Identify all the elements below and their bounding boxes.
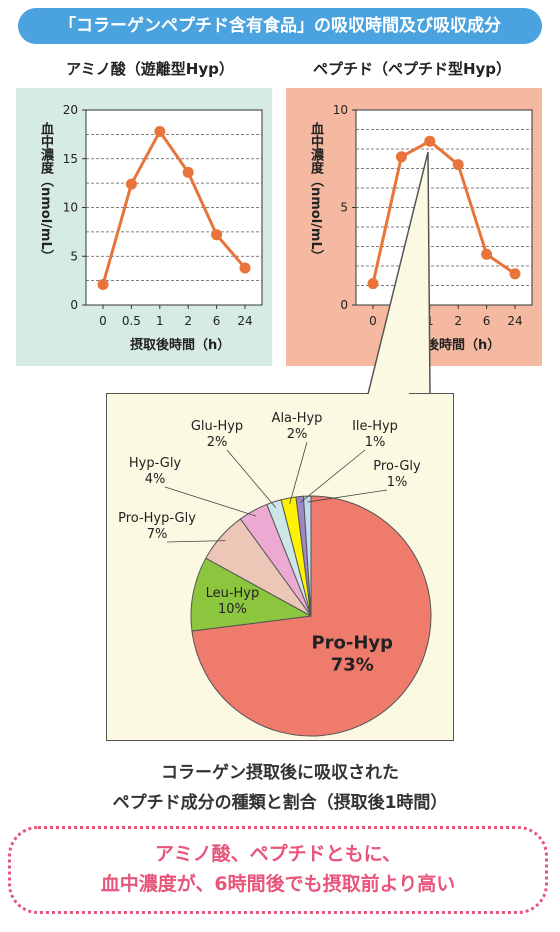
left-y-tick-label: 10 — [63, 201, 78, 215]
pie-leader-pro-gly — [307, 489, 388, 503]
left-y-tick-label: 0 — [70, 298, 78, 312]
right-x-tick-label: 6 — [483, 314, 491, 328]
left-y-tick-label: 20 — [63, 103, 78, 117]
right-x-tick-label: 2 — [454, 314, 462, 328]
left-chart-title: アミノ酸（遊離型Hyp） — [66, 60, 234, 78]
left-y-tick-label: 5 — [70, 249, 78, 263]
pie-value-glu-hyp: 2% — [207, 435, 228, 450]
left-x-tick-label: 6 — [213, 314, 221, 328]
left-data-point — [182, 166, 194, 178]
pie-leader-pro-hyp-gly — [166, 540, 226, 543]
pie-value-ala-hyp: 2% — [287, 427, 308, 442]
pie-leader-glu-hyp — [226, 449, 277, 508]
pie-slice-pro-gly — [302, 495, 312, 617]
left-series-line — [101, 128, 247, 285]
pie-label-pro-hyp-gly: Pro-Hyp-Gly — [118, 511, 196, 526]
pie-leader-ala-hyp — [289, 441, 308, 505]
right-data-point — [367, 278, 379, 290]
pie-value-leu-hyp: 10% — [218, 602, 247, 617]
pie-label-ile-hyp: Ile-Hyp — [352, 419, 398, 434]
note-line-1: アミノ酸、ペプチドともに、 — [154, 843, 402, 865]
right-x-tick-label: 0.5 — [392, 314, 411, 328]
left-data-point — [154, 125, 166, 137]
right-y-tick-label: 5 — [340, 201, 348, 215]
left-x-tick-label: 0.5 — [122, 314, 141, 328]
right-data-point — [452, 159, 464, 171]
left-y-axis-label: 血中濃度（nmol/mL） — [38, 122, 53, 263]
pie-slice-leu-hyp — [190, 557, 313, 632]
header-banner: 「コラーゲンペプチド含有食品」の吸収時間及び吸収成分 — [18, 8, 542, 44]
right-x-tick-label: 24 — [507, 314, 522, 328]
pie-value-ile-hyp: 1% — [365, 435, 386, 450]
right-chart-title: ペプチド（ペプチド型Hyp） — [312, 60, 512, 78]
pie-label-pro-gly: Pro-Gly — [373, 459, 421, 474]
right-y-tick-label: 10 — [333, 103, 348, 117]
left-x-tick-label: 24 — [237, 314, 252, 328]
left-data-point — [97, 279, 109, 291]
pie-leader-ile-hyp — [300, 449, 366, 503]
left-x-tick-label: 0 — [99, 314, 107, 328]
left-y-tick-label: 15 — [63, 152, 78, 166]
note-line-2: 血中濃度が、6時間後でも摂取前より高い — [100, 873, 456, 895]
left-line-chart: 0 5 10 15 20 0 0.5 1 2 6 24 — [63, 103, 263, 328]
left-data-point — [211, 229, 223, 241]
right-x-tick-label: 1 — [426, 314, 434, 328]
pie-value-pro-gly: 1% — [387, 475, 408, 490]
pie-value-hyp-gly: 4% — [145, 472, 166, 487]
note-box: アミノ酸、ペプチドともに、 血中濃度が、6時間後でも摂取前より高い — [8, 826, 548, 914]
right-data-point — [424, 135, 436, 147]
left-data-point — [125, 178, 137, 190]
pie-value-pro-hyp-gly: 7% — [147, 527, 168, 542]
pie-leader-hyp-gly — [164, 486, 257, 517]
right-x-axis-label: 摂取後時間（h） — [400, 338, 501, 353]
left-x-tick-label: 1 — [156, 314, 164, 328]
left-chart-panel: 0 5 10 15 20 0 0.5 1 2 6 24 — [16, 88, 272, 366]
left-data-point — [239, 262, 251, 274]
caption-line-1: コラーゲン摂取後に吸収された — [161, 763, 399, 783]
right-y-axis-label: 血中濃度（nmol/mL） — [308, 122, 323, 263]
pie-label-leu-hyp: Leu-Hyp — [206, 586, 260, 601]
right-y-tick-label: 0 — [340, 298, 348, 312]
right-data-point — [395, 151, 407, 163]
caption-line-2: ペプチド成分の種類と割合（摂取後1時間） — [112, 793, 448, 813]
pie-label-pro-hyp: Pro-Hyp — [311, 632, 393, 653]
left-x-axis-label: 摂取後時間（h） — [130, 338, 231, 353]
right-x-tick-label: 0 — [369, 314, 377, 328]
pie-label-hyp-gly: Hyp-Gly — [129, 456, 182, 471]
pie-chart-box: Pro-Hyp 73% Leu-Hyp 10% Pro-Hyp-Gly 7% Hyp-Gly… — [106, 393, 454, 741]
right-data-point — [481, 248, 493, 260]
right-data-point — [509, 268, 521, 280]
pie-value-pro-hyp: 73% — [331, 654, 374, 675]
left-x-tick-label: 2 — [184, 314, 192, 328]
pie-label-glu-hyp: Glu-Hyp — [191, 419, 243, 434]
pie-label-ala-hyp: Ala-Hyp — [272, 411, 323, 426]
